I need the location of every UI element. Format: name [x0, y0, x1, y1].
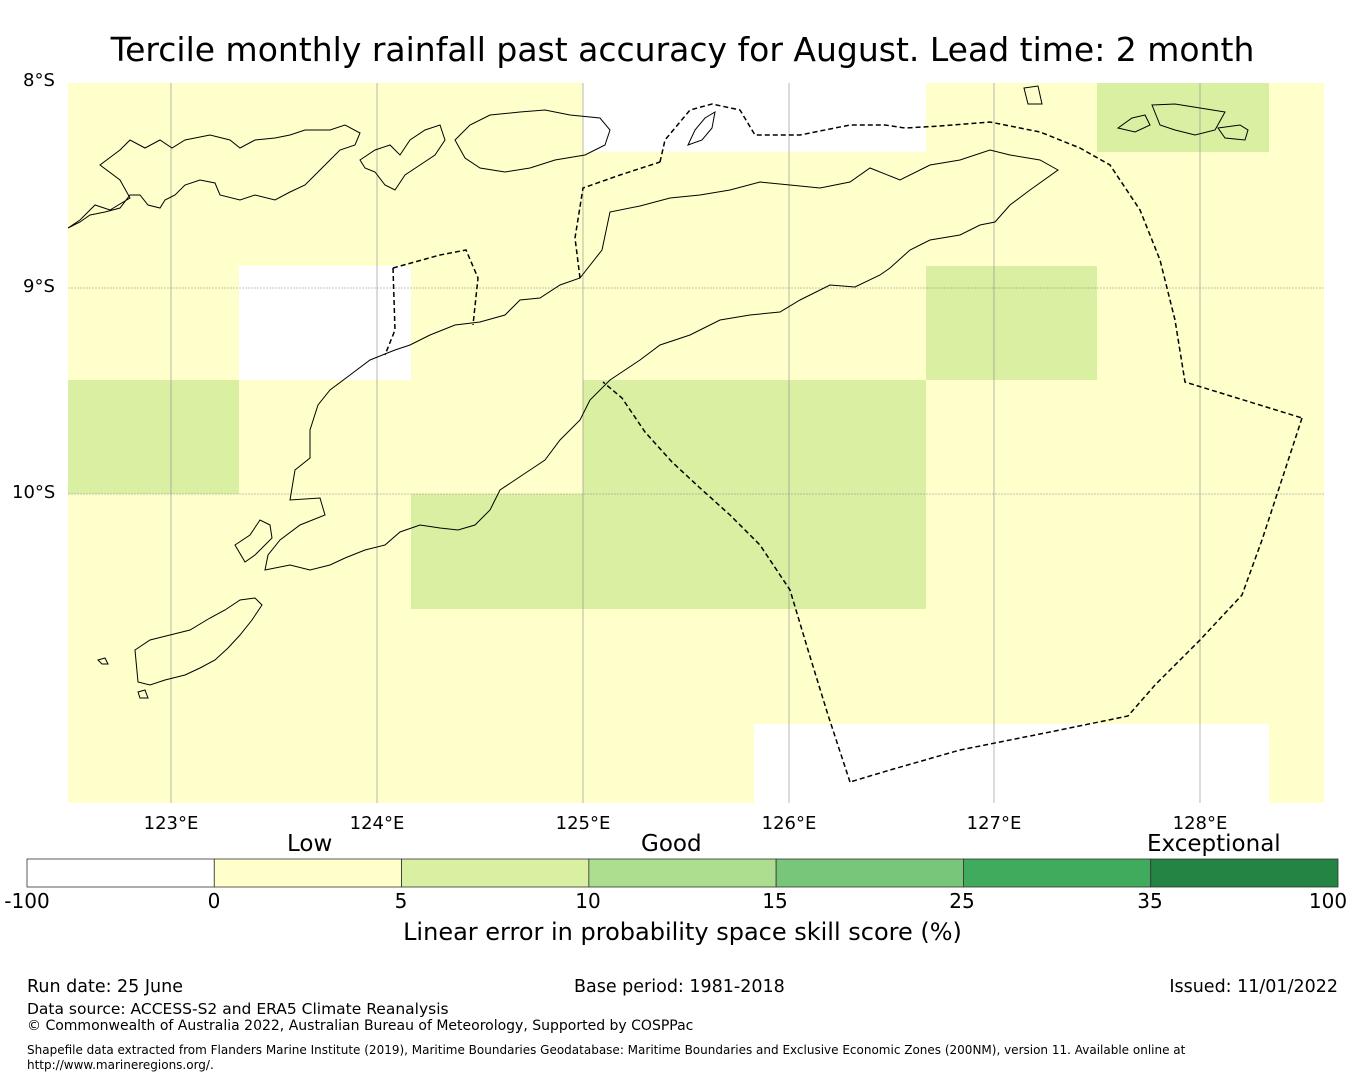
base-period: Base period: 1981-2018	[574, 977, 785, 997]
gridlines	[68, 83, 1324, 803]
map-title: Tercile monthly rainfall past accuracy f…	[110, 30, 1255, 69]
timor-island-outline	[264, 149, 1059, 571]
lon-label-127e: 127°E	[966, 813, 1022, 834]
kisar-island-outline	[1023, 85, 1043, 105]
colorbar-tick: 100	[1308, 889, 1348, 913]
lon-label-123e: 123°E	[143, 813, 199, 834]
lon-label-125e: 125°E	[555, 813, 611, 834]
lat-label-8s: 8°S	[23, 70, 55, 91]
coastlines	[67, 85, 1249, 699]
raijua-island-outline	[97, 657, 109, 665]
colorbar-swatch	[26, 858, 215, 888]
colorbar-category-exceptional: Exceptional	[1147, 831, 1281, 857]
colorbar-swatch	[213, 858, 402, 888]
rote-island-outline	[234, 519, 273, 563]
small-island-outline	[137, 689, 149, 699]
run-date: Run date: 25 June	[27, 977, 183, 997]
grid-cell	[239, 266, 411, 380]
eez-boundary-oecusse	[392, 249, 479, 326]
colorbar-category-good: Good	[641, 831, 702, 857]
grid-cell	[411, 494, 583, 609]
shapefile-url: http://www.marineregions.org/.	[27, 1058, 214, 1072]
colorbar-swatch	[1150, 858, 1339, 888]
moa-island-outline	[1151, 103, 1226, 136]
lat-label-9s: 9°S	[23, 276, 55, 297]
copyright-notice: © Commonwealth of Australia 2022, Austra…	[27, 1018, 694, 1034]
eez-boundary-east	[849, 417, 1303, 783]
alor-island-outline	[359, 124, 446, 191]
colorbar-label: Linear error in probability space skill …	[403, 918, 962, 946]
grid-cell	[583, 83, 926, 152]
colorbar-swatch	[401, 858, 590, 888]
lakor-island-outline	[1217, 124, 1249, 141]
lon-label-124e: 124°E	[349, 813, 405, 834]
eez-boundaries	[384, 103, 1303, 783]
grid-cell	[926, 266, 1097, 380]
eez-boundary-south	[602, 381, 851, 783]
data-source: Data source: ACCESS-S2 and ERA5 Climate …	[27, 1000, 449, 1018]
eez-boundary-west	[384, 267, 396, 356]
colorbar-swatch	[775, 858, 964, 888]
lat-label-10s: 10°S	[12, 482, 56, 503]
colorbar-tick: 10	[575, 889, 601, 913]
shapefile-credit: Shapefile data extracted from Flanders M…	[27, 1043, 1186, 1057]
colorbar-tick: 15	[762, 889, 788, 913]
sawu-island-outline	[134, 597, 263, 686]
wetar-island-outline	[454, 109, 611, 173]
grid-cell	[1097, 83, 1269, 152]
colorbar-category-low: Low	[287, 831, 333, 857]
eez-boundary-north	[659, 103, 1303, 419]
colorbar-tick: 35	[1137, 889, 1163, 913]
skill-grid	[68, 83, 1324, 803]
colorbar-tick: 5	[394, 889, 408, 913]
lon-label-126e: 126°E	[761, 813, 817, 834]
atauro-island-outline	[687, 110, 716, 146]
grid-cell	[68, 380, 239, 494]
colorbar-tick: -100	[4, 889, 50, 913]
colorbar	[26, 858, 1339, 888]
colorbar-tick: 25	[949, 889, 975, 913]
leti-island-outline	[1116, 114, 1151, 133]
colorbar-swatch	[963, 858, 1152, 888]
northern-islands-outline	[67, 124, 361, 229]
lon-label-128e: 128°E	[1172, 813, 1228, 834]
issued-date: Issued: 11/01/2022	[1169, 977, 1338, 997]
grid-cell	[754, 724, 1269, 803]
colorbar-tick: 0	[207, 889, 221, 913]
grid-cell	[583, 380, 926, 609]
eez-boundary-mid	[574, 161, 661, 279]
colorbar-swatch	[588, 858, 777, 888]
